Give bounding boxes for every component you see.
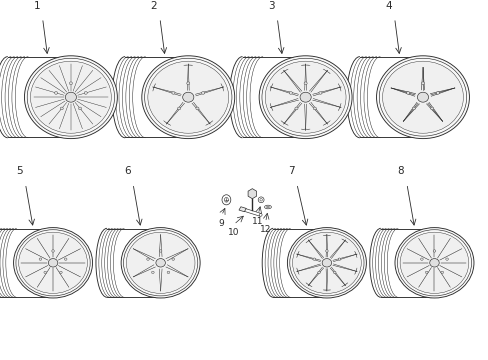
Ellipse shape	[333, 271, 335, 274]
Ellipse shape	[322, 258, 331, 267]
Ellipse shape	[411, 107, 414, 110]
Ellipse shape	[172, 258, 174, 260]
Ellipse shape	[430, 107, 433, 110]
Ellipse shape	[126, 232, 195, 293]
Ellipse shape	[60, 271, 62, 274]
Polygon shape	[239, 207, 246, 212]
Text: 3: 3	[267, 1, 274, 11]
Ellipse shape	[292, 232, 361, 293]
Polygon shape	[247, 189, 256, 199]
Ellipse shape	[417, 92, 427, 102]
Ellipse shape	[338, 258, 340, 260]
Text: 11: 11	[252, 217, 264, 226]
Ellipse shape	[79, 107, 81, 110]
Ellipse shape	[421, 82, 424, 85]
Ellipse shape	[54, 91, 58, 94]
Ellipse shape	[30, 61, 111, 133]
Ellipse shape	[64, 258, 67, 260]
Ellipse shape	[60, 107, 63, 110]
Ellipse shape	[201, 91, 204, 94]
Text: 12: 12	[259, 225, 271, 234]
Ellipse shape	[300, 92, 310, 102]
Ellipse shape	[264, 61, 346, 133]
Ellipse shape	[147, 61, 228, 133]
Text: 6: 6	[123, 166, 130, 176]
Ellipse shape	[425, 271, 427, 274]
Ellipse shape	[121, 228, 200, 298]
Ellipse shape	[177, 107, 180, 110]
Ellipse shape	[376, 56, 468, 139]
Ellipse shape	[186, 82, 189, 85]
Ellipse shape	[151, 271, 154, 274]
Ellipse shape	[382, 61, 463, 133]
Ellipse shape	[318, 91, 322, 94]
Ellipse shape	[167, 271, 169, 274]
Ellipse shape	[84, 91, 87, 94]
Ellipse shape	[288, 91, 292, 94]
Ellipse shape	[44, 271, 46, 274]
Ellipse shape	[52, 250, 54, 252]
Ellipse shape	[445, 258, 447, 260]
Ellipse shape	[440, 271, 443, 274]
Ellipse shape	[313, 107, 316, 110]
Ellipse shape	[48, 258, 58, 267]
Ellipse shape	[14, 228, 92, 298]
Ellipse shape	[317, 271, 320, 274]
Ellipse shape	[399, 232, 468, 293]
Ellipse shape	[196, 107, 199, 110]
Text: 4: 4	[385, 1, 391, 11]
Ellipse shape	[420, 258, 422, 260]
Ellipse shape	[156, 258, 165, 267]
Ellipse shape	[65, 92, 76, 102]
Ellipse shape	[304, 82, 306, 85]
Ellipse shape	[406, 91, 409, 94]
Ellipse shape	[325, 250, 327, 252]
Ellipse shape	[259, 56, 351, 139]
Text: 9: 9	[218, 219, 224, 228]
Text: 10: 10	[227, 228, 239, 237]
Ellipse shape	[432, 250, 435, 252]
Text: 8: 8	[397, 166, 404, 176]
Text: 7: 7	[287, 166, 294, 176]
Ellipse shape	[294, 107, 297, 110]
Ellipse shape	[287, 228, 366, 298]
Ellipse shape	[435, 91, 439, 94]
Ellipse shape	[429, 258, 438, 267]
Ellipse shape	[24, 56, 117, 139]
Ellipse shape	[39, 258, 41, 260]
Text: 1: 1	[33, 1, 40, 11]
Text: 2: 2	[150, 1, 157, 11]
Ellipse shape	[142, 56, 234, 139]
Ellipse shape	[171, 91, 175, 94]
Ellipse shape	[19, 232, 87, 293]
Ellipse shape	[394, 228, 473, 298]
Ellipse shape	[312, 258, 315, 260]
Ellipse shape	[159, 250, 162, 252]
Text: 5: 5	[16, 166, 23, 176]
Ellipse shape	[183, 92, 193, 102]
Ellipse shape	[69, 82, 72, 85]
Ellipse shape	[146, 258, 149, 260]
